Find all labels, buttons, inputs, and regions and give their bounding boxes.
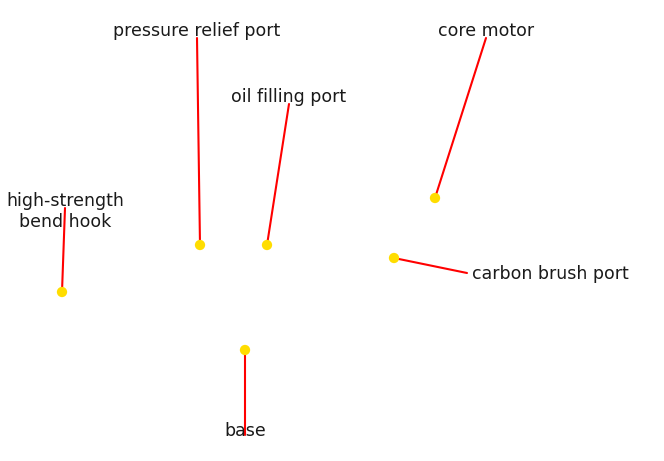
Point — [56, 288, 67, 296]
Text: high-strength
bend hook: high-strength bend hook — [6, 192, 124, 231]
Text: oil filling port: oil filling port — [232, 88, 347, 106]
Point — [430, 195, 440, 202]
Text: pressure relief port: pressure relief port — [114, 22, 281, 40]
Point — [195, 241, 205, 248]
Point — [240, 346, 250, 354]
Text: base: base — [224, 422, 266, 440]
Point — [388, 254, 399, 262]
Text: carbon brush port: carbon brush port — [472, 265, 629, 283]
Text: core motor: core motor — [438, 22, 534, 40]
Point — [262, 241, 272, 248]
